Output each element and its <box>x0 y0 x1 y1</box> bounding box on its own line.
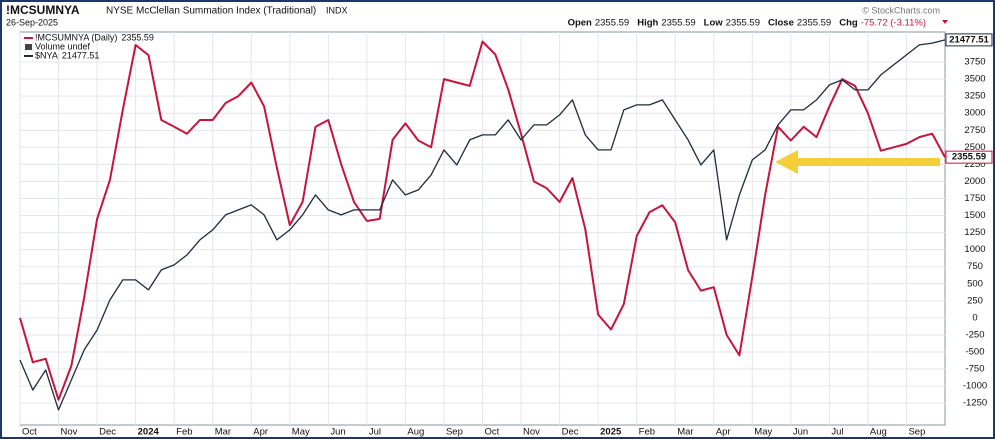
x-tick-label: Mar <box>677 427 693 438</box>
last-value-tag: 21477.51 <box>945 33 993 47</box>
last-value-tag: 2355.59 <box>945 150 993 164</box>
legend: !MCSUMNYA (Daily) 2355.59 Volume undef$NYA… <box>24 32 154 60</box>
legend-value: 2355.59 <box>121 32 154 42</box>
x-tick-label: Jul <box>831 427 843 438</box>
last-value: 21477.51 <box>949 34 989 45</box>
x-tick-label: Nov <box>523 427 540 438</box>
series-line <box>19 40 946 401</box>
ohlc-value: 2355.59 <box>595 18 629 29</box>
y-tick-label: -500 <box>965 347 984 358</box>
y-tick-label: 1000 <box>964 244 985 255</box>
x-tick-label: Jun <box>330 427 345 438</box>
ohlc-label: Chg <box>839 18 858 29</box>
ohlc-label: Close <box>768 18 794 29</box>
x-tick-label: Nov <box>61 427 78 438</box>
ohlc-label: Low <box>704 18 724 29</box>
y-tick-label: 2000 <box>964 176 985 187</box>
series-line <box>19 39 946 411</box>
y-tick-label: -250 <box>965 329 984 340</box>
x-tick-label: Sep <box>446 427 463 438</box>
x-tick-label: Aug <box>407 427 424 438</box>
ohlc: -75.72 (-3.11%)Chg2355.59Close2355.59Low… <box>568 18 926 29</box>
x-tick-label: May <box>754 427 772 438</box>
x-tick-label: Dec <box>99 427 116 438</box>
tag-box <box>945 33 993 47</box>
y-tick-label: 3750 <box>964 57 985 68</box>
x-tick-label: 2024 <box>138 427 160 438</box>
legend-text: $NYA <box>35 50 58 60</box>
ohlc-value: -75.72 (-3.11%) <box>861 18 926 29</box>
y-tick-label: -1000 <box>963 381 987 392</box>
tag-box <box>945 150 993 164</box>
x-tick-label: Jul <box>369 427 381 438</box>
legend-value: 21477.51 <box>62 50 100 60</box>
ohlc-value: 2355.59 <box>661 18 695 29</box>
x-tick-label: Apr <box>716 427 731 438</box>
y-tick-label: 2750 <box>964 125 985 136</box>
ohlc-value: 2355.59 <box>726 18 760 29</box>
down-triangle <box>942 20 948 24</box>
y-tick-label: 750 <box>967 261 983 272</box>
last-value: 2355.59 <box>952 152 986 163</box>
legend-text: Volume undef <box>35 41 91 51</box>
x-tick-label: Aug <box>870 427 887 438</box>
index-name: NYSE McClellan Summation Index (Traditio… <box>106 6 316 17</box>
x-tick-label: Sep <box>908 427 925 438</box>
ohlc-label: Open <box>568 18 592 29</box>
x-tick-label: Mar <box>215 427 231 438</box>
y-tick-label: 500 <box>967 278 983 289</box>
symbol: !MCSUMNYA <box>6 3 80 17</box>
y-tick-label: -750 <box>965 364 984 375</box>
x-tick-label: Feb <box>176 427 192 438</box>
y-tick-label: 250 <box>967 295 983 306</box>
y-tick-label: 2500 <box>964 142 985 153</box>
ohlc-value: 2355.59 <box>797 18 831 29</box>
x-tick-label: May <box>292 427 310 438</box>
x-tick-label: Apr <box>253 427 268 438</box>
x-tick-label: Oct <box>22 427 37 438</box>
legend-swatch <box>25 44 32 50</box>
watermark: © StockCharts.com <box>862 5 940 15</box>
y-tick-label: 2250 <box>964 159 985 170</box>
x-tick-label: 2025 <box>600 427 622 438</box>
x-tick-label: Feb <box>639 427 655 438</box>
legend-text: !MCSUMNYA (Daily) <box>35 32 117 42</box>
x-tick-label: Dec <box>562 427 579 438</box>
exchange: INDX <box>326 5 348 15</box>
y-tick-label: 0 <box>972 312 977 323</box>
ohlc-label: High <box>637 18 658 29</box>
y-tick-label: 1500 <box>964 210 985 221</box>
x-tick-label: Jun <box>793 427 808 438</box>
y-tick-label: -1250 <box>963 398 987 409</box>
x-tick-label: Oct <box>485 427 500 438</box>
y-tick-label: 1750 <box>964 193 985 204</box>
y-tick-label: 3250 <box>964 91 985 102</box>
y-tick-label: 3000 <box>964 108 985 119</box>
date: 26-Sep-2025 <box>6 17 58 27</box>
y-tick-label: 3500 <box>964 74 985 85</box>
y-tick-label: 1250 <box>964 227 985 238</box>
arrow-annotation <box>775 150 940 174</box>
